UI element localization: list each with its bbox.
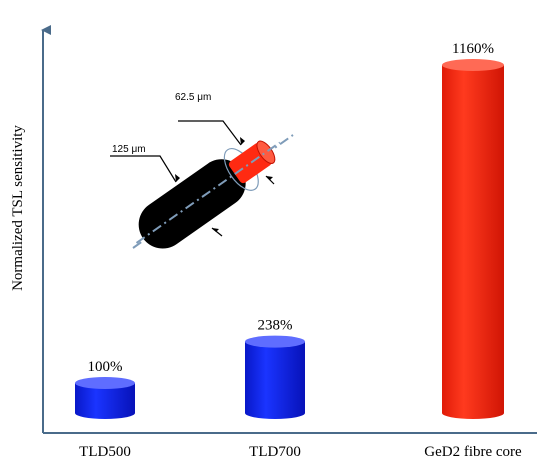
bar-top	[245, 335, 305, 348]
y-axis-label: Normalized TSL sensitivity	[10, 125, 26, 291]
fibre-axis-overlay	[135, 141, 281, 244]
inner-diameter-label: 62.5 μm	[175, 92, 211, 103]
outer-diameter-leader	[110, 155, 177, 183]
bar-body	[245, 341, 305, 419]
bar-top	[75, 377, 135, 389]
data-label: 238%	[258, 318, 293, 334]
x-tick-label: GeD2 fibre core	[424, 444, 522, 460]
bars: 100% 238% 1160%	[75, 41, 504, 419]
outer-diameter-label: 125 μm	[112, 144, 146, 155]
bar-body	[442, 65, 504, 419]
bar-tld500	[75, 377, 135, 419]
data-label: 1160%	[452, 41, 494, 57]
inner-diameter-leader	[178, 120, 242, 146]
x-tick-label: TLD700	[249, 444, 301, 460]
x-tick-label: TLD500	[79, 444, 131, 460]
bar-tld700	[245, 335, 305, 419]
bar-body	[75, 383, 135, 419]
fibre-illustration: 125 μm 62.5 μm	[110, 92, 294, 249]
bar-top	[442, 59, 504, 71]
data-label: 100%	[88, 359, 123, 375]
bar-ged2-fibre-core	[442, 59, 504, 419]
x-tick-labels: TLD500 TLD700 GeD2 fibre core	[79, 444, 522, 460]
